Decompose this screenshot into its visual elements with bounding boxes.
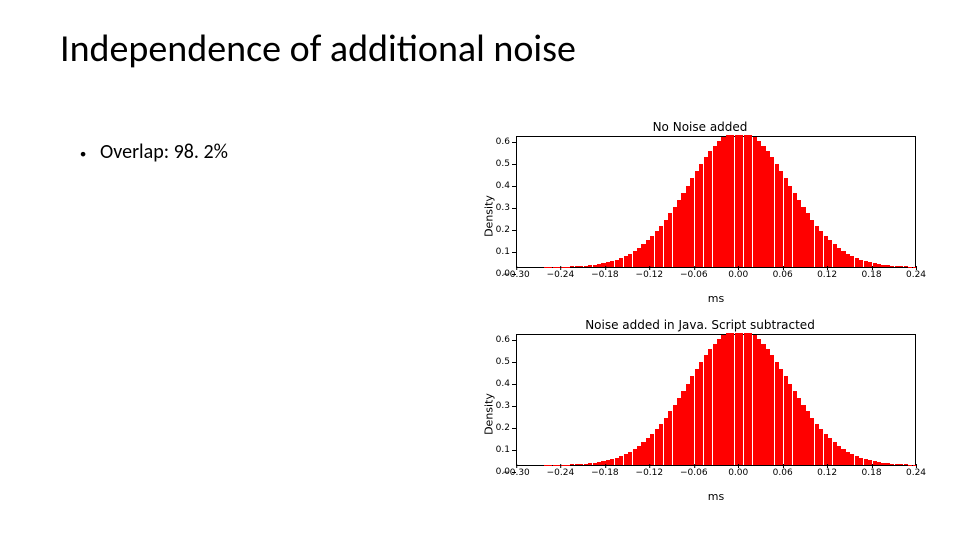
y-tick: 0.6	[496, 335, 510, 345]
chart-panel: No Noise added−0.30−0.24−0.18−0.12−0.060…	[460, 120, 940, 510]
x-tick: 0.12	[817, 270, 837, 280]
x-tick: −0.18	[591, 270, 619, 280]
x-tick: 0.12	[817, 468, 837, 478]
axes	[516, 334, 916, 466]
y-tick: 0.4	[496, 379, 510, 389]
x-tick: −0.24	[547, 468, 575, 478]
subplot-1: Noise added in Java. Script subtracted −0…	[460, 318, 940, 510]
y-tick: 0.0	[496, 269, 510, 279]
y-tick: 0.4	[496, 181, 510, 191]
y-tick: 0.0	[496, 467, 510, 477]
overlap-bullet: Overlap: 98. 2%	[80, 140, 228, 164]
y-tick: 0.5	[496, 159, 510, 169]
y-ticks: 0.00.10.20.30.40.50.6	[460, 334, 516, 466]
y-tick: 0.5	[496, 357, 510, 367]
subplot-0: No Noise added−0.30−0.24−0.18−0.12−0.060…	[460, 120, 940, 312]
y-tick: 0.1	[496, 247, 510, 257]
x-tick: −0.24	[547, 270, 575, 280]
x-tick: −0.12	[636, 270, 664, 280]
x-tick: 0.24	[906, 270, 926, 280]
x-tick: 0.18	[862, 270, 882, 280]
slide-title: Independence of additional noise	[60, 26, 576, 72]
x-tick: −0.06	[680, 270, 708, 280]
axes	[516, 136, 916, 268]
y-tick: 0.3	[496, 401, 510, 411]
histogram-bars	[517, 335, 915, 465]
x-axis-label: ms	[516, 490, 916, 503]
subplot-title: No Noise added	[460, 120, 940, 134]
x-tick: −0.18	[591, 468, 619, 478]
x-tick: 0.00	[728, 270, 748, 280]
x-tick: −0.12	[636, 468, 664, 478]
x-tick: 0.06	[773, 468, 793, 478]
histogram-bars	[517, 137, 915, 267]
x-tick: 0.24	[906, 468, 926, 478]
x-tick: −0.06	[680, 468, 708, 478]
y-tick: 0.1	[496, 445, 510, 455]
x-tick: 0.00	[728, 468, 748, 478]
bullet-list: Overlap: 98. 2%	[80, 140, 228, 164]
y-tick: 0.6	[496, 137, 510, 147]
x-ticks: −0.30−0.24−0.18−0.12−0.060.000.060.120.1…	[516, 466, 916, 486]
y-tick: 0.2	[496, 423, 510, 433]
x-axis-label: ms	[516, 292, 916, 305]
subplot-title: Noise added in Java. Script subtracted	[460, 318, 940, 332]
y-tick: 0.2	[496, 225, 510, 235]
x-tick: 0.06	[773, 270, 793, 280]
slide: Independence of additional noise Overlap…	[0, 0, 960, 540]
x-ticks: −0.30−0.24−0.18−0.12−0.060.000.060.120.1…	[516, 268, 916, 288]
y-tick: 0.3	[496, 203, 510, 213]
y-ticks: 0.00.10.20.30.40.50.6	[460, 136, 516, 268]
x-tick: 0.18	[862, 468, 882, 478]
